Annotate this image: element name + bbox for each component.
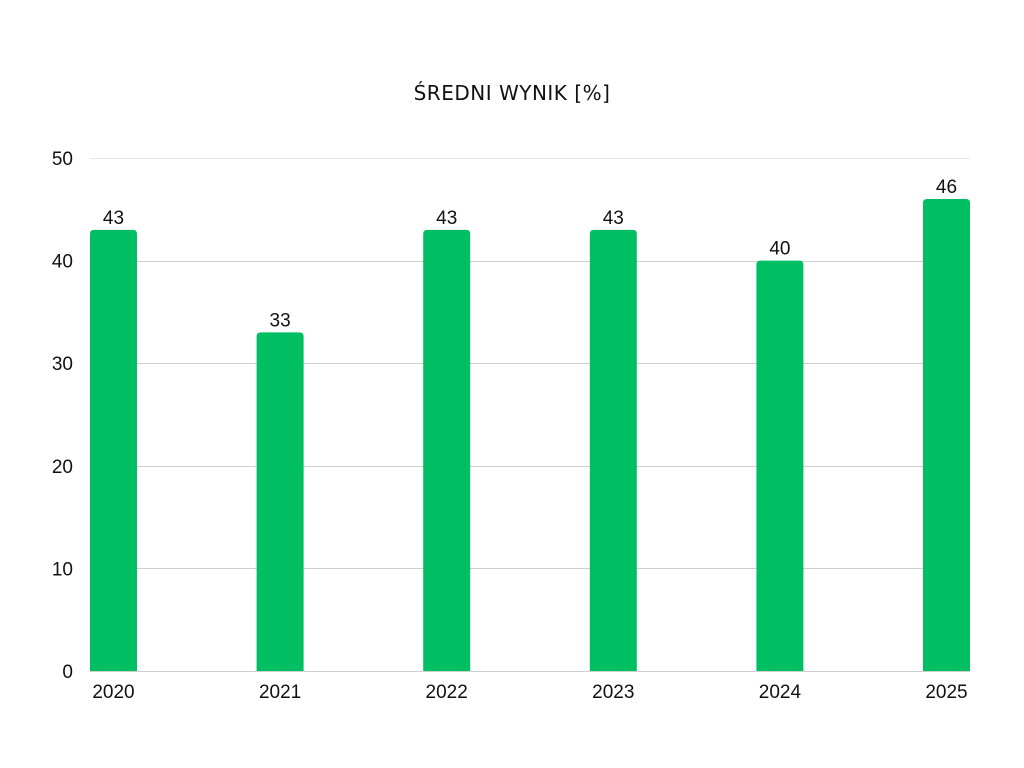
bar-value-labels: 43 33 43 43 40 46 — [103, 177, 957, 331]
bar-value-label: 43 — [436, 208, 457, 229]
bar-value-label: 33 — [270, 310, 291, 331]
bar-2023 — [589, 229, 637, 671]
bar-2020 — [90, 229, 137, 671]
bar-2021 — [256, 332, 304, 671]
x-tick-label: 2023 — [592, 682, 634, 703]
bar-2025 — [923, 199, 970, 672]
bar-value-label: 43 — [103, 208, 124, 229]
y-tick-label: 40 — [52, 252, 73, 273]
y-gridlines — [90, 158, 970, 672]
y-tick-label: 30 — [52, 354, 73, 375]
bar-value-label: 43 — [603, 208, 624, 229]
bar-value-label: 40 — [769, 239, 790, 260]
x-tick-label: 2021 — [259, 682, 301, 703]
x-tick-label: 2020 — [92, 682, 134, 703]
y-tick-label: 0 — [62, 662, 73, 683]
bars — [90, 199, 970, 672]
bar-2022 — [423, 229, 471, 671]
y-axis-tick-labels: 0 10 20 30 40 50 — [52, 149, 73, 683]
bar-value-label: 46 — [936, 177, 957, 198]
x-tick-label: 2024 — [759, 682, 802, 703]
x-axis-tick-labels: 2020 2021 2022 2023 2024 2025 — [92, 682, 967, 703]
chart-title: ŚREDNI WYNIK [%] — [414, 81, 611, 105]
y-tick-label: 10 — [52, 559, 73, 580]
x-tick-label: 2025 — [925, 682, 967, 703]
bar-2024 — [756, 260, 804, 671]
x-tick-label: 2022 — [426, 682, 468, 703]
y-tick-label: 50 — [52, 149, 73, 170]
y-tick-label: 20 — [52, 457, 73, 478]
